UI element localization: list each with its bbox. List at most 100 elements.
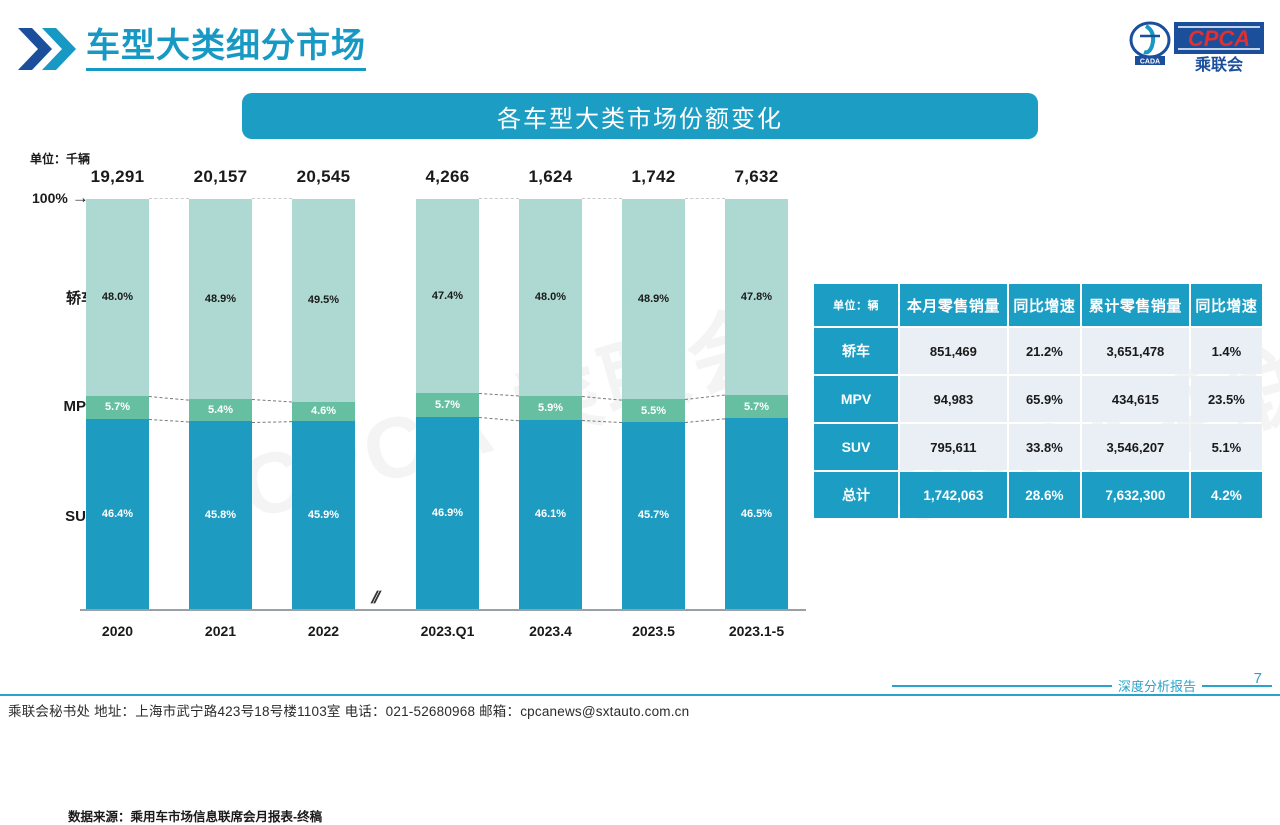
column-total-label: 19,291 (90, 167, 145, 186)
stacked-bar: 47.8% 5.7% 46.5% (725, 199, 788, 609)
cell-month-sales: 795,611 (900, 424, 1007, 470)
bar-segment-sedan: 48.9% (622, 199, 685, 400)
table-row-label: 轿车 (814, 328, 898, 374)
bar-segment-mpv: 5.5% (622, 399, 685, 422)
bar-segment-suv: 45.7% (622, 421, 685, 610)
summary-table: 单位：辆 本月零售销量 同比增速 累计零售销量 同比增速 轿车 851,469 21… (812, 282, 1264, 520)
cell-cum-sales: 7,632,300 (1081, 472, 1189, 518)
bar-segment-suv: 46.5% (725, 418, 788, 609)
bar-segment-sedan: 48.9% (189, 199, 252, 400)
page-header: 车型大类细分市场 CADA CPCA 乘联会 (0, 0, 1280, 88)
bar-segment-mpv: 5.9% (519, 395, 582, 420)
cada-emblem-icon: CADA (1129, 21, 1171, 66)
stacked-bar: 48.0% 5.9% 46.1% (519, 199, 582, 609)
top-guideline (479, 198, 519, 199)
stacked-bar-chart: 单位：千辆 100% → 轿车 MPV SUV 19,291 48.0% 5.7% 4… (0, 146, 810, 824)
bar-segment-mpv: 5.7% (416, 393, 479, 417)
table-col-cum-yoy: 同比增速 (1190, 284, 1262, 326)
svg-text:乘联会: 乘联会 (1194, 55, 1243, 74)
x-axis-label: 2023.1-5 (728, 623, 785, 639)
bar-segment-mpv: 5.4% (189, 399, 252, 422)
bar-segment-mpv: 4.6% (292, 401, 355, 421)
footer-divider (0, 694, 1280, 696)
column-total-label: 20,545 (296, 167, 351, 186)
footer-report-badge: 深度分析报告 (891, 676, 1272, 695)
chart-column: 20,157 48.9% 5.4% 45.8% 2021 (189, 167, 252, 639)
chart-unit-label: 单位：千辆 (30, 152, 91, 166)
stacked-bar: 48.9% 5.4% 45.8% (189, 199, 252, 609)
x-axis-label: 2022 (307, 623, 340, 639)
cell-month-sales: 851,469 (900, 328, 1007, 374)
top-guideline (582, 198, 622, 199)
bar-segment-suv: 46.1% (519, 419, 582, 609)
bar-segment-sedan: 47.4% (416, 199, 479, 394)
cell-month-yoy: 33.8% (1008, 424, 1080, 470)
chart-column: 19,291 48.0% 5.7% 46.4% 2020 (86, 167, 149, 639)
table-col-cum-sales: 累计零售销量 (1081, 284, 1189, 326)
stacked-bar: 47.4% 5.7% 46.9% (416, 199, 479, 609)
svg-text:CADA: CADA (1140, 59, 1160, 66)
page-title: 车型大类细分市场 (86, 26, 366, 71)
table-row: MPV 94,983 65.9% 434,615 23.5% (814, 376, 1262, 422)
banner-title: 各车型大类市场份额变化 (497, 105, 783, 133)
bar-segment-mpv: 5.7% (725, 394, 788, 419)
cell-cum-sales: 3,546,207 (1081, 424, 1189, 470)
stacked-bar: 48.0% 5.7% 46.4% (86, 199, 149, 609)
cell-month-yoy: 65.9% (1008, 376, 1080, 422)
chart-column: 7,632 47.8% 5.7% 46.5% 2023.1-5 (725, 167, 788, 639)
bar-segment-sedan: 48.0% (86, 199, 149, 396)
cell-cum-sales: 3,651,478 (1081, 328, 1189, 374)
bar-segment-suv: 45.9% (292, 420, 355, 609)
table-row-label: 总计 (814, 472, 898, 518)
top-guideline (252, 198, 292, 199)
chart-plot-area: 19,291 48.0% 5.7% 46.4% 2020 20,157 48.9% 5.4% 4… (86, 167, 802, 639)
footer-rule-right (1202, 684, 1272, 687)
table-row: 总计 1,742,063 28.6% 7,632,300 4.2% (814, 472, 1262, 518)
table-col-month-yoy: 同比增速 (1008, 284, 1080, 326)
bar-segment-sedan: 48.0% (519, 199, 582, 396)
table-row-label: SUV (814, 424, 898, 470)
cell-cum-yoy: 1.4% (1190, 328, 1262, 374)
cell-month-yoy: 28.6% (1008, 472, 1080, 518)
cpca-wordmark: CPCA 乘联会 (1174, 22, 1264, 74)
bar-segment-suv: 46.4% (86, 418, 149, 609)
cell-month-sales: 1,742,063 (900, 472, 1007, 518)
x-axis-label: 2020 (101, 623, 134, 639)
table-col-month-sales: 本月零售销量 (900, 284, 1007, 326)
cell-cum-sales: 434,615 (1081, 376, 1189, 422)
chart-column: 4,266 47.4% 5.7% 46.9% 2023.Q1 (416, 167, 479, 639)
cell-cum-yoy: 4.2% (1190, 472, 1262, 518)
cell-cum-yoy: 5.1% (1190, 424, 1262, 470)
cpca-logo: CADA CPCA 乘联会 (1129, 21, 1264, 74)
cell-month-yoy: 21.2% (1008, 328, 1080, 374)
bar-segment-suv: 46.9% (416, 416, 479, 609)
double-chevron-right-icon (18, 28, 76, 70)
bar-segment-sedan: 47.8% (725, 199, 788, 395)
right-arrow-icon: → (71, 188, 89, 207)
x-axis-label: 2023.5 (632, 623, 675, 639)
column-total-label: 7,632 (734, 167, 779, 186)
x-axis-label: 2023.Q1 (420, 623, 475, 639)
footer-rule-left (891, 684, 1112, 687)
table-corner-label: 单位：辆 (814, 284, 898, 326)
table-row-label: MPV (814, 376, 898, 422)
source-note: 数据来源：乘用车市场信息联席会月报表-终稿 (68, 810, 323, 824)
section-banner: 各车型大类市场份额变化 (242, 93, 1038, 139)
page-number: 7 (1253, 670, 1262, 687)
x-axis-label: 2021 (204, 623, 237, 639)
chart-column: 1,624 48.0% 5.9% 46.1% 2023.4 (519, 167, 582, 639)
table-row: 轿车 851,469 21.2% 3,651,478 1.4% (814, 328, 1262, 374)
bar-segment-suv: 45.8% (189, 421, 252, 609)
chart-column: 1,742 48.9% 5.5% 45.7% 2023.5 (622, 167, 685, 639)
x-axis-line (80, 609, 806, 611)
table-header-row: 单位：辆 本月零售销量 同比增速 累计零售销量 同比增速 (814, 284, 1262, 326)
chart-column: 20,545 49.5% 4.6% 45.9% 2022 (292, 167, 355, 639)
footer-contact: 乘联会秘书处 地址：上海市武宁路423号18号楼1103室 电话：021-526… (8, 704, 690, 719)
column-total-label: 4,266 (425, 167, 470, 186)
column-total-label: 1,742 (631, 167, 676, 186)
axis-top-marker: 100% → (32, 188, 89, 207)
bar-segment-sedan: 49.5% (292, 199, 355, 402)
column-total-label: 20,157 (193, 167, 248, 186)
cell-month-sales: 94,983 (900, 376, 1007, 422)
bar-segment-mpv: 5.7% (86, 395, 149, 419)
